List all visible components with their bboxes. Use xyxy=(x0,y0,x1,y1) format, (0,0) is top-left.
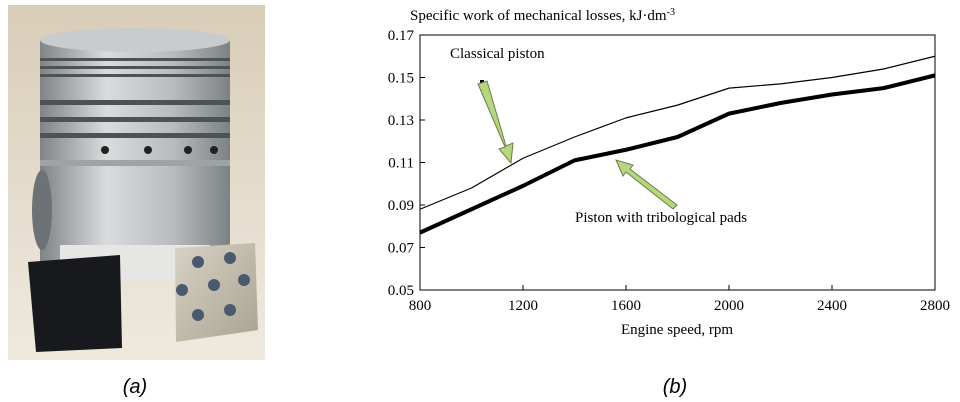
figure: (a) (b) Specific work of mechanical loss… xyxy=(0,0,960,402)
y-tick-label: 0.05 xyxy=(388,283,414,299)
annotation-arrow xyxy=(478,80,513,163)
annotation: Classical piston xyxy=(450,46,545,62)
x-tick-label: 2400 xyxy=(817,298,847,314)
y-tick-label: 0.13 xyxy=(388,113,414,129)
y-tick-label: 0.09 xyxy=(388,198,414,214)
x-tick-label: 1600 xyxy=(611,298,641,314)
y-axis-label: Specific work of mechanical losses, kJ·d… xyxy=(410,7,675,24)
caption: (b) xyxy=(663,376,687,398)
photo xyxy=(8,5,265,360)
y-tick-label: 0.15 xyxy=(388,71,414,87)
x-axis-label: Engine speed, rpm xyxy=(621,322,733,338)
x-tick-label: 2000 xyxy=(714,298,744,314)
annotation: Piston with tribological pads xyxy=(575,210,747,226)
x-tick-label: 800 xyxy=(409,298,432,314)
y-tick-label: 0.11 xyxy=(388,156,414,172)
y-tick-label: 0.17 xyxy=(388,28,415,44)
caption: (a) xyxy=(123,376,147,398)
series-line xyxy=(420,56,935,209)
x-tick-label: 1200 xyxy=(508,298,538,314)
x-tick-label: 2800 xyxy=(920,298,950,314)
annotation-arrow xyxy=(616,160,677,209)
y-tick-label: 0.07 xyxy=(388,241,415,257)
